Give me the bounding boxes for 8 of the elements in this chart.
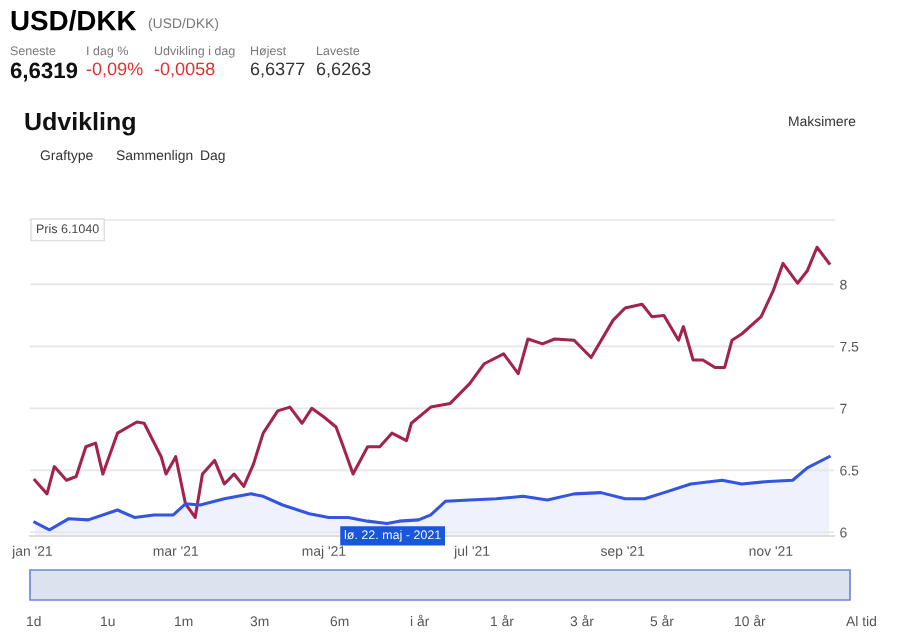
text: 6,6319 [10, 62, 78, 82]
chart-title: USD/DKK [11, 10, 137, 31]
text: Udvikling [25, 112, 135, 136]
text: -0,0058 [154, 62, 215, 78]
text: -0,09% [86, 62, 143, 78]
text: 6,6263 [316, 62, 371, 78]
line-series [33, 245, 831, 519]
text: 6,6377 [250, 62, 305, 78]
